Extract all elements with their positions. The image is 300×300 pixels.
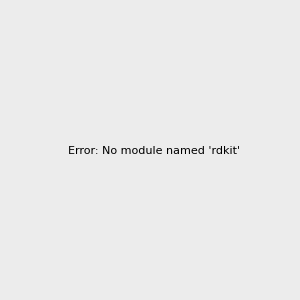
Text: Error: No module named 'rdkit': Error: No module named 'rdkit' — [68, 146, 240, 157]
